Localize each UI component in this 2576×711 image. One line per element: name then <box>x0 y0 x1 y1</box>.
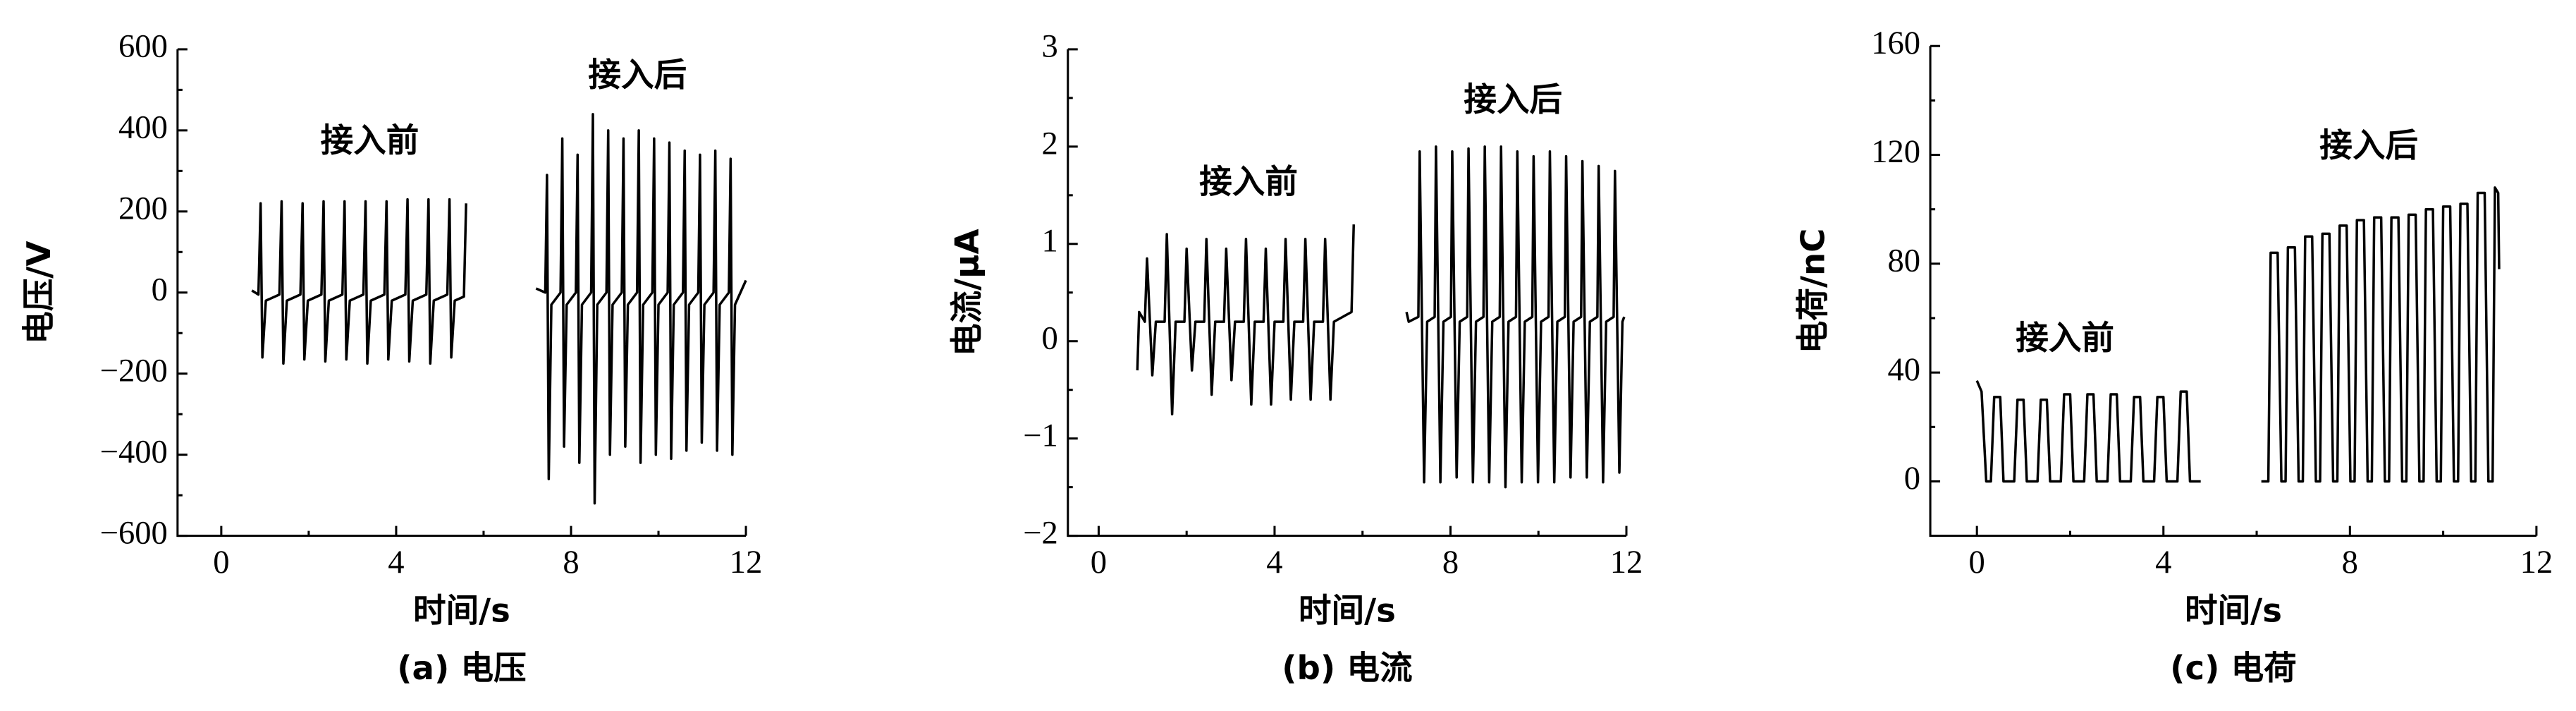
x-tick-label: 0 <box>1969 544 1985 581</box>
y-tick-label: −2 <box>1023 514 1058 551</box>
x-tick-label: 0 <box>213 544 229 581</box>
x-tick-label: 12 <box>730 544 763 581</box>
caption: (b) 电流 <box>1282 649 1412 687</box>
x-tick-label: 12 <box>1610 544 1643 581</box>
x-tick-label: 8 <box>2342 544 2358 581</box>
x-axis-label: 时间/s <box>1299 592 1396 630</box>
caption: (c) 电荷 <box>2170 649 2297 687</box>
axis-line <box>1929 46 2537 537</box>
y-tick-label: 600 <box>118 28 168 65</box>
y-tick-label: 40 <box>1887 351 1920 388</box>
y-tick-label: 120 <box>1871 133 1920 170</box>
y-axis-label: 电流/μA <box>947 229 986 356</box>
chart-panel: 0 40 80 120 160 0 4 8 12 时间/s 电荷/nC (c) 电荷 接入前 接入后 <box>1793 25 2553 687</box>
y-tick-label: −200 <box>100 352 168 389</box>
x-axis-label: 时间/s <box>413 592 510 630</box>
data-line <box>1136 145 1626 489</box>
y-axis-label: 电荷/nC <box>1793 229 1832 354</box>
y-axis-label: 电压/V <box>20 241 58 344</box>
annotation: 接入前 <box>1199 162 1298 200</box>
y-tick-label: 1 <box>1041 222 1057 259</box>
y-tick-label: 0 <box>1041 320 1057 356</box>
x-tick-label: 8 <box>1442 544 1459 581</box>
annotation: 接入前 <box>321 121 419 159</box>
y-tick-label: 160 <box>1871 25 1920 61</box>
y-tick-label: 400 <box>118 109 168 146</box>
annotation: 接入后 <box>1464 80 1562 119</box>
x-axis-label: 时间/s <box>2185 592 2282 630</box>
y-tick-label: −600 <box>100 514 168 551</box>
x-tick-label: 4 <box>1266 544 1282 581</box>
chart-panel: −600 −400 −200 0 200 400 600 0 4 8 12 时间/s 电压/V (a) 电… <box>20 28 762 688</box>
y-tick-label: 0 <box>152 271 168 308</box>
y-tick-label: 2 <box>1041 126 1057 162</box>
data-line <box>251 113 747 505</box>
x-tick-label: 4 <box>388 544 404 581</box>
annotation: 接入前 <box>2016 319 2114 357</box>
x-tick-label: 0 <box>1091 544 1107 581</box>
y-tick-label: 0 <box>1904 460 1920 497</box>
axis-line <box>1067 49 1626 537</box>
y-tick-label: 3 <box>1041 28 1057 65</box>
caption: (a) 电压 <box>397 649 526 687</box>
data-line <box>1975 186 2501 483</box>
annotation: 接入后 <box>588 56 687 94</box>
x-tick-label: 12 <box>2520 544 2553 581</box>
y-tick-label: −1 <box>1023 417 1058 454</box>
y-tick-label: 200 <box>118 190 168 226</box>
y-tick-label: −400 <box>100 433 168 470</box>
y-tick-label: 80 <box>1887 243 1920 279</box>
annotation: 接入后 <box>2319 126 2418 164</box>
x-tick-label: 4 <box>2155 544 2171 581</box>
x-tick-label: 8 <box>563 544 579 581</box>
